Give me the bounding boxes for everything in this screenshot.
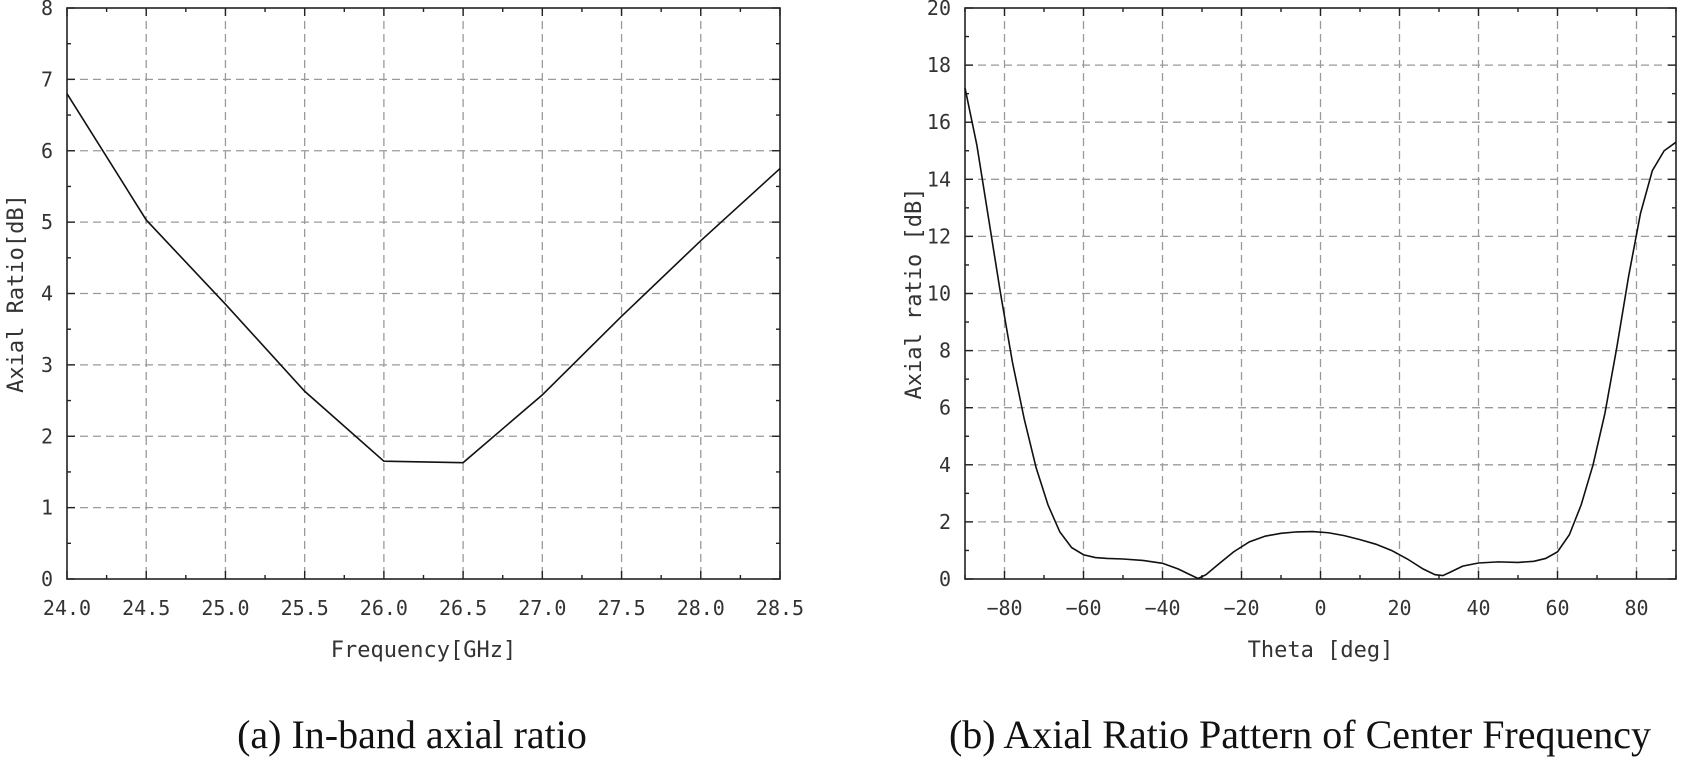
x-tick-label: 80	[1624, 596, 1648, 620]
x-tick-label: −80	[986, 596, 1022, 620]
y-tick-label: 4	[41, 282, 53, 306]
y-tick-label: 6	[939, 396, 951, 420]
y-axis-label: Axial Ratio[dB]	[4, 194, 29, 393]
y-tick-label: 2	[41, 424, 53, 448]
x-tick-label: 28.5	[756, 596, 804, 620]
y-tick-label: 12	[927, 224, 951, 248]
x-tick-label: 27.5	[597, 596, 645, 620]
y-tick-label: 1	[41, 496, 53, 520]
x-tick-label: 24.0	[43, 596, 91, 620]
x-tick-label: 26.0	[360, 596, 408, 620]
x-tick-label: 0	[1314, 596, 1326, 620]
x-tick-label: 28.0	[677, 596, 725, 620]
x-tick-label: 24.5	[122, 596, 170, 620]
y-tick-label: 7	[41, 67, 53, 91]
chart-in-band-axial-ratio: 24.0 24.5 25.0 25.5 26.0 26.5 27.0 27.5 28.0 28.5…	[4, 0, 804, 757]
series-line-1	[964, 87, 1677, 580]
y-tick-label: 16	[927, 110, 951, 134]
y-tick-label: 3	[41, 353, 53, 377]
y-tick-label: 20	[927, 0, 951, 20]
x-tick-label: −20	[1223, 596, 1259, 620]
x-tick-label: 27.0	[518, 596, 566, 620]
y-tick-label: 10	[927, 282, 951, 306]
x-tick-label: 20	[1387, 596, 1411, 620]
y-tick-label: 4	[939, 453, 951, 477]
x-axis-label: Frequency[GHz]	[331, 638, 516, 663]
y-tick-label: 5	[41, 210, 53, 234]
x-tick-label: 26.5	[439, 596, 487, 620]
x-tick-label: 40	[1466, 596, 1490, 620]
x-tick-label: −60	[1065, 596, 1101, 620]
x-tick-label: 25.5	[281, 596, 329, 620]
x-tick-label: 60	[1545, 596, 1569, 620]
x-axis-label: Theta [deg]	[1248, 638, 1394, 663]
chart-caption: (b) Axial Ratio Pattern of Center Freque…	[949, 712, 1651, 757]
chart-caption: (a) In-band axial ratio	[237, 712, 587, 757]
y-tick-label: 18	[927, 53, 951, 77]
y-axis-label: Axial ratio [dB]	[902, 188, 927, 400]
x-tick-label: 25.0	[201, 596, 249, 620]
y-tick-label: 6	[41, 139, 53, 163]
y-tick-label: 2	[939, 510, 951, 534]
series-line-1	[66, 93, 781, 464]
y-tick-label: 0	[41, 567, 53, 591]
chart-axial-ratio-pattern: −80 −60 −40 −20 0 20 40 60 80 0 2 4 6 8 10 12 14 16 18 20 Th…	[902, 0, 1677, 757]
y-tick-label: 8	[41, 0, 53, 20]
y-tick-label: 0	[939, 567, 951, 591]
x-tick-label: −40	[1144, 596, 1180, 620]
y-tick-label: 8	[939, 339, 951, 363]
y-tick-label: 14	[927, 167, 951, 191]
